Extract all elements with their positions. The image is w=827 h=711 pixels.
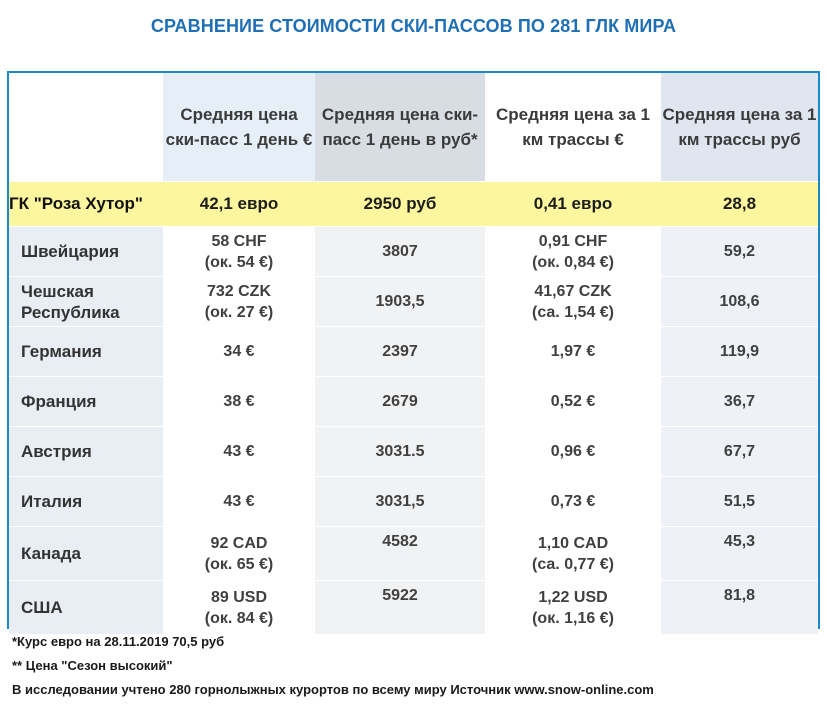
price-day-eur: 92 CAD (ок. 65 €) bbox=[163, 526, 315, 581]
price-day-rub: 2679 bbox=[315, 376, 485, 427]
table-row: Германия 34 € 2397 1,97 € 119,9 bbox=[9, 326, 818, 377]
header-price-day-rub: Средняя цена ски-пасс 1 день в руб* bbox=[315, 73, 485, 182]
country-name: Канада bbox=[9, 526, 163, 581]
price-km-eur: 41,67 CZK (са. 1,54 €) bbox=[485, 276, 661, 327]
price-km-eur: 0,41 евро bbox=[485, 181, 661, 227]
country-name: Германия bbox=[9, 326, 163, 377]
price-km-rub: 108,6 bbox=[661, 276, 818, 327]
price-km-rub: 45,3 bbox=[661, 526, 818, 581]
price-local: 1,22 USD bbox=[538, 588, 608, 606]
price-local: 92 CAD bbox=[210, 534, 268, 552]
page-title: СРАВНЕНИЕ СТОИМОСТИ СКИ-ПАССОВ ПО 281 ГЛ… bbox=[150, 16, 677, 36]
price-local: 732 CZK bbox=[206, 282, 272, 300]
price-km-eur: 0,73 € bbox=[485, 476, 661, 527]
table-row: Канада 92 CAD (ок. 65 €) 4582 1,10 CAD (са… bbox=[9, 526, 818, 581]
price-km-eur: 1,22 USD (ок. 1,16 €) bbox=[485, 580, 661, 635]
price-day-eur: 58 CHF (ок. 54 €) bbox=[163, 226, 315, 277]
price-day-rub: 1903,5 bbox=[315, 276, 485, 327]
price-day-rub: 2950 руб bbox=[315, 181, 485, 227]
footnote-season: ** Цена "Сезон высокий" bbox=[12, 658, 173, 673]
price-km-eur: 1,97 € bbox=[485, 326, 661, 377]
table-row: Австрия 43 € 3031.5 0,96 € 67,7 bbox=[9, 426, 818, 477]
price-day-rub: 3031,5 bbox=[315, 476, 485, 527]
price-day-rub: 3031.5 bbox=[315, 426, 485, 477]
price-day-eur: 732 CZK (ок. 27 €) bbox=[163, 276, 315, 327]
header-price-km-rub: Средняя цена за 1 км трассы руб bbox=[661, 73, 818, 182]
table-row: Италия 43 € 3031,5 0,73 € 51,5 bbox=[9, 476, 818, 527]
price-eur-approx: (ок. 84 €) bbox=[204, 609, 274, 627]
footnote-exchange-rate: *Курс евро на 28.11.2019 70,5 руб bbox=[12, 634, 225, 649]
price-day-eur: 43 € bbox=[163, 476, 315, 527]
header-price-km-eur: Средняя цена за 1 км трассы € bbox=[485, 73, 661, 182]
country-name-line1: Чешская bbox=[21, 281, 94, 301]
table-row: Франция 38 € 2679 0,52 € 36,7 bbox=[9, 376, 818, 427]
country-name: Австрия bbox=[9, 426, 163, 477]
table-row: США 89 USD (ок. 84 €) 5922 1,22 USD (ок. 1… bbox=[9, 580, 818, 635]
price-eur-approx: (са. 0,77 €) bbox=[531, 555, 615, 573]
price-km-rub: 36,7 bbox=[661, 376, 818, 427]
price-km-rub: 81,8 bbox=[661, 580, 818, 635]
country-name: США bbox=[9, 580, 163, 635]
price-km-rub: 51,5 bbox=[661, 476, 818, 527]
price-km-rub: 67,7 bbox=[661, 426, 818, 477]
price-eur-approx: (ок. 1,16 €) bbox=[532, 609, 614, 627]
price-km-eur: 0,91 CHF (ок. 0,84 €) bbox=[485, 226, 661, 277]
footnote-source: В исследовании учтено 280 горнолыжных ку… bbox=[12, 682, 654, 697]
country-name: Франция bbox=[9, 376, 163, 427]
table-row: Чешская Республика 732 CZK (ок. 27 €) 1903… bbox=[9, 276, 818, 327]
price-day-rub: 5922 bbox=[315, 580, 485, 635]
price-day-eur: 42,1 евро bbox=[163, 181, 315, 227]
resort-name: ГК "Роза Хутор" bbox=[9, 181, 163, 227]
price-day-rub: 3807 bbox=[315, 226, 485, 277]
price-day-eur: 89 USD (ок. 84 €) bbox=[163, 580, 315, 635]
price-local: 1,10 CAD bbox=[537, 534, 609, 552]
country-name: Италия bbox=[9, 476, 163, 527]
price-local: 58 CHF bbox=[211, 232, 267, 250]
price-eur-approx: (ок. 27 €) bbox=[204, 303, 274, 321]
header-price-day-eur: Средняя цена ски-пасс 1 день € bbox=[163, 73, 315, 182]
price-km-eur: 0,96 € bbox=[485, 426, 661, 477]
country-name: Чешская Республика bbox=[9, 276, 163, 327]
price-local: 0,91 CHF bbox=[538, 232, 608, 250]
footnotes: *Курс евро на 28.11.2019 70,5 руб ** Цен… bbox=[12, 630, 654, 702]
header-empty-cell bbox=[9, 73, 163, 182]
price-km-rub: 28,8 bbox=[661, 181, 818, 227]
country-name: Швейцария bbox=[9, 226, 163, 277]
country-name-line2: Республика bbox=[21, 302, 120, 322]
table-row: Швейцария 58 CHF (ок. 54 €) 3807 0,91 CHF… bbox=[9, 226, 818, 277]
price-km-eur: 1,10 CAD (са. 0,77 €) bbox=[485, 526, 661, 581]
price-day-eur: 43 € bbox=[163, 426, 315, 477]
price-km-eur: 0,52 € bbox=[485, 376, 661, 427]
price-km-rub: 59,2 bbox=[661, 226, 818, 277]
price-km-rub: 119,9 bbox=[661, 326, 818, 377]
price-eur-approx: (ок. 0,84 €) bbox=[532, 253, 614, 271]
price-eur-approx: (ок. 54 €) bbox=[204, 253, 274, 271]
header-row: Средняя цена ски-пасс 1 день € Средняя ц… bbox=[9, 73, 818, 182]
price-day-rub: 4582 bbox=[315, 526, 485, 581]
featured-row: ГК "Роза Хутор" 42,1 евро 2950 руб 0,41 … bbox=[9, 181, 818, 227]
price-local: 41,67 CZK bbox=[534, 282, 612, 300]
price-day-eur: 34 € bbox=[163, 326, 315, 377]
price-eur-approx: (са. 1,54 €) bbox=[531, 303, 615, 321]
price-local: 89 USD bbox=[210, 588, 268, 606]
price-comparison-table: Средняя цена ски-пасс 1 день € Средняя ц… bbox=[9, 73, 818, 635]
price-day-eur: 38 € bbox=[163, 376, 315, 427]
price-day-rub: 2397 bbox=[315, 326, 485, 377]
price-eur-approx: (ок. 65 €) bbox=[204, 555, 274, 573]
